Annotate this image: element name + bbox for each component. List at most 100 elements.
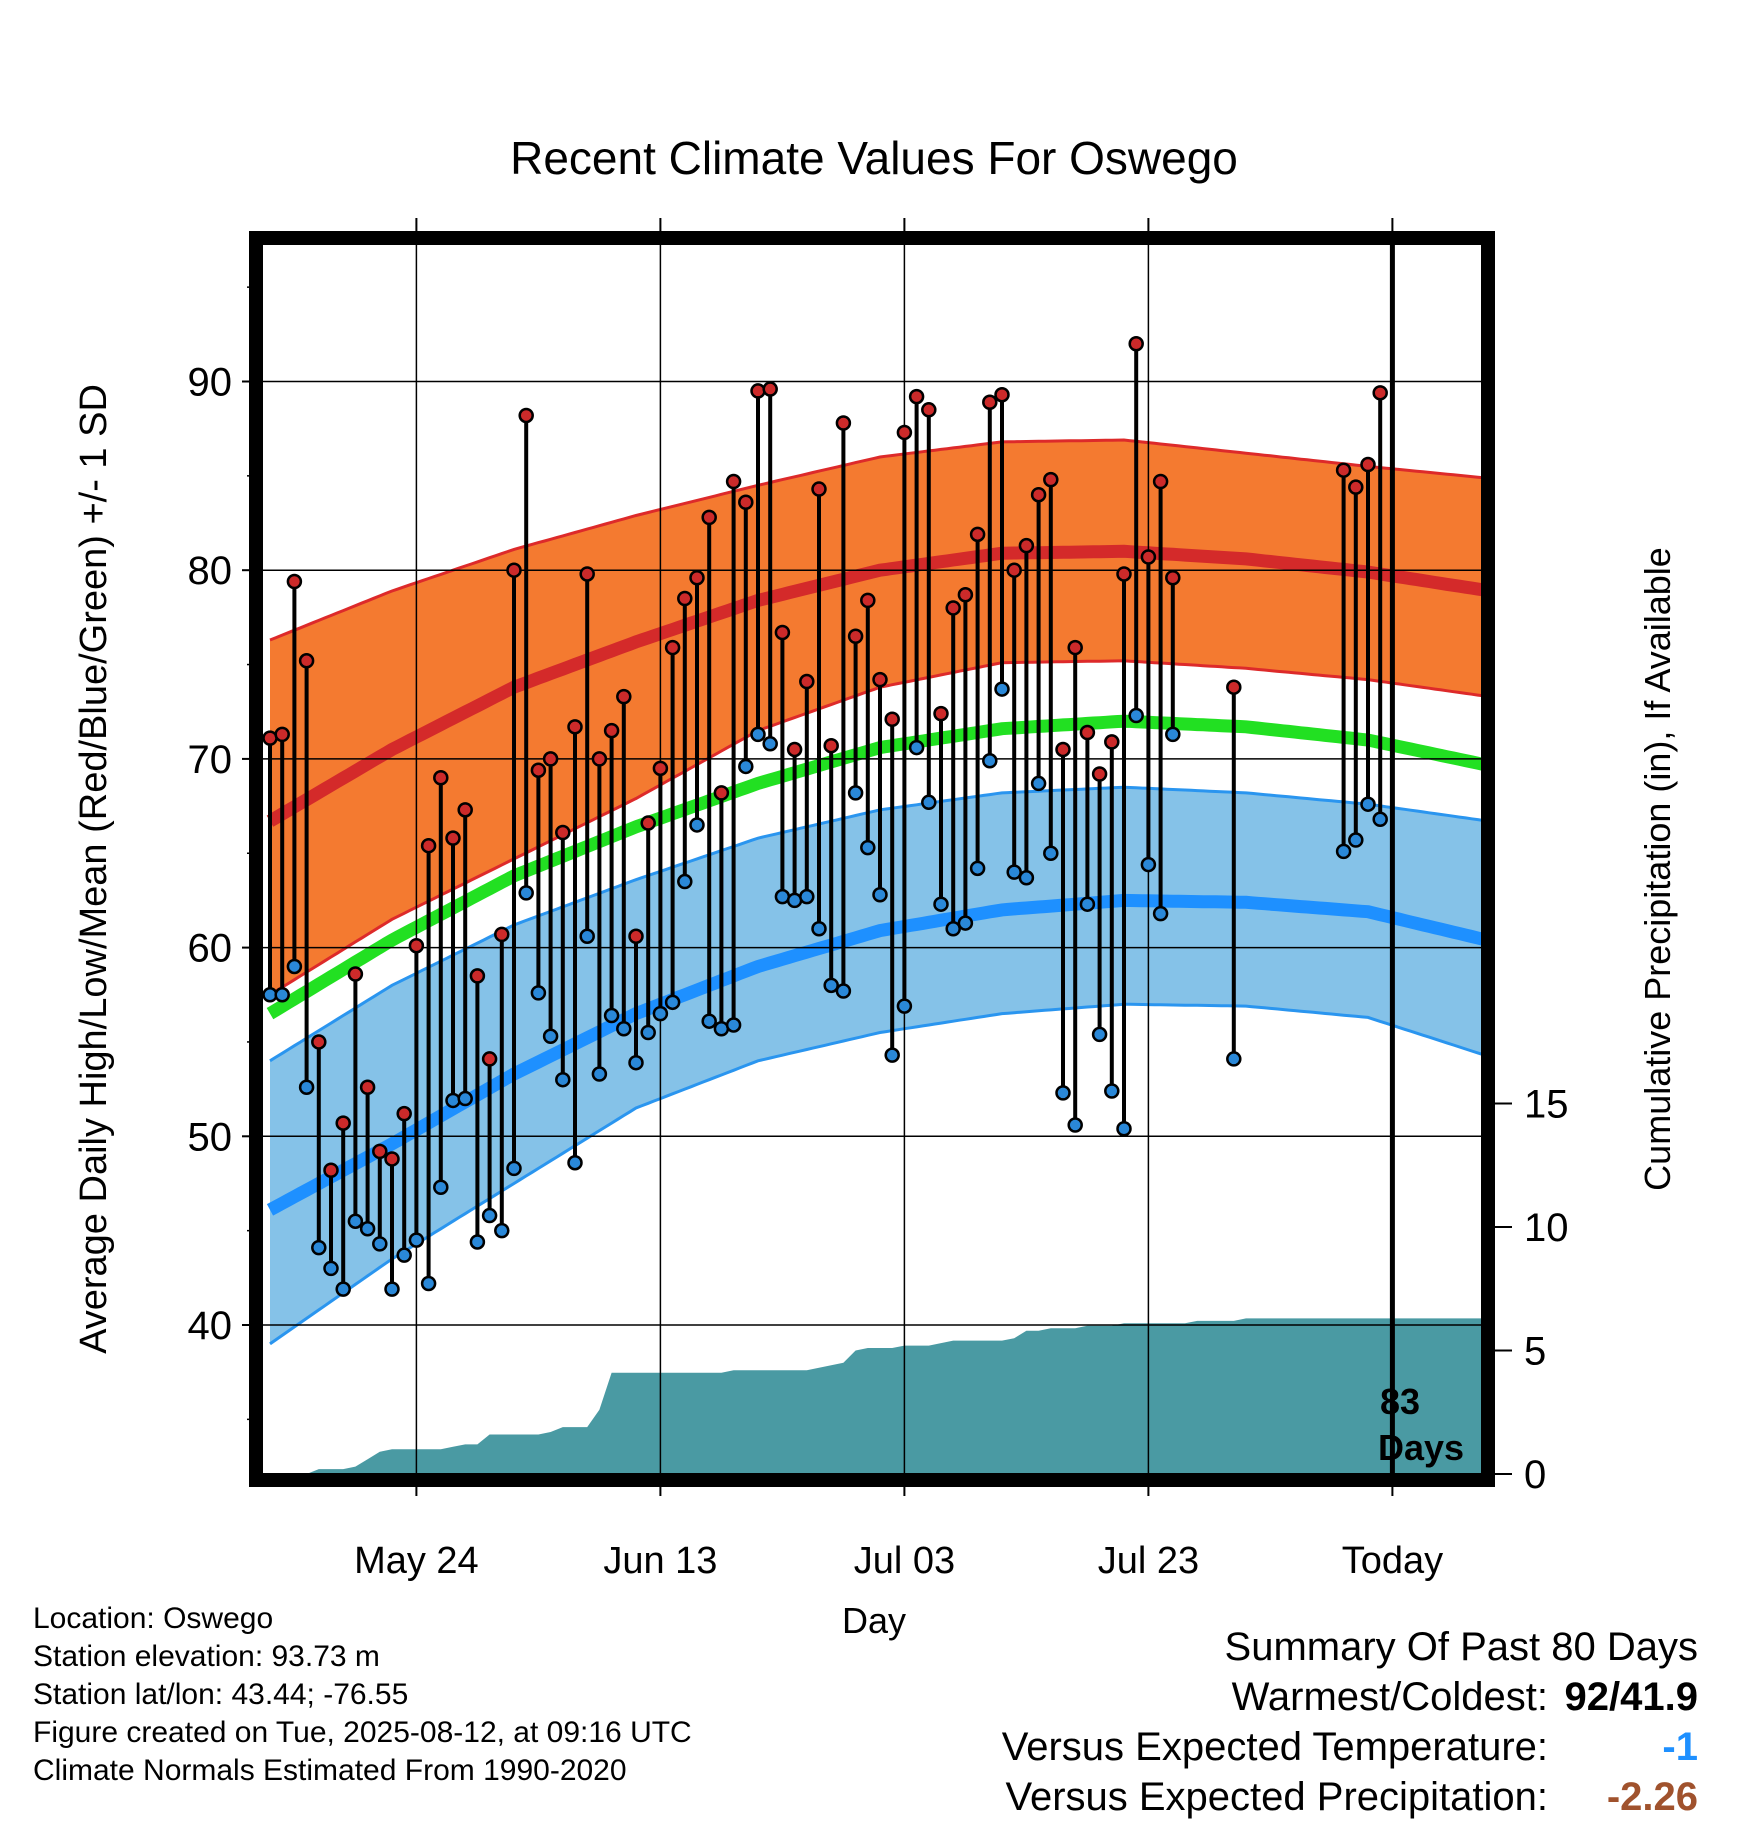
low-temp-point: [835, 983, 852, 999]
high-temp-point: [335, 1115, 351, 1131]
low-temp-point: [1079, 896, 1096, 912]
high-temp-point: [896, 424, 913, 441]
low-temp-point: [408, 1232, 425, 1248]
low-temp-point: [1030, 775, 1047, 792]
low-temp-point: [799, 888, 815, 905]
high-normal-line: [266, 544, 1482, 827]
high-temp-point: [457, 802, 473, 818]
low-temp-point: [481, 1207, 498, 1224]
high-temp-point: [408, 937, 425, 954]
high-temp-point: [347, 966, 364, 982]
high-temp-point: [786, 741, 803, 758]
low-temp-point: [372, 1236, 388, 1252]
low-temp-point: [945, 920, 961, 937]
high-temp-point: [713, 785, 730, 801]
low-temp-point: [579, 928, 595, 945]
y-tick-label-left: 80: [188, 549, 233, 593]
high-temp-point: [567, 719, 583, 735]
mean-normal-line: [266, 714, 1482, 1020]
high-temp-point: [1360, 456, 1376, 473]
warmest-label: Warmest/Coldest:: [1231, 1675, 1548, 1719]
high-temp-point: [750, 383, 766, 399]
low-temp-point: [921, 794, 937, 811]
low-temp-point: [872, 887, 888, 903]
high-temp-point: [1006, 562, 1022, 578]
plot-area: [262, 244, 1482, 1474]
high-temp-point: [433, 770, 449, 786]
low-temp-point: [1067, 1117, 1083, 1133]
precip-label: Versus Expected Precipitation:: [1005, 1775, 1548, 1819]
high-temp-point: [1372, 385, 1388, 401]
high-temp-point: [274, 726, 290, 743]
low-temp-point: [738, 758, 754, 775]
high-temp-point: [1140, 549, 1157, 565]
high-temp-point: [603, 722, 620, 739]
low-temp-point: [1140, 856, 1157, 873]
low-temp-point: [811, 920, 827, 937]
high-temp-point: [969, 526, 986, 543]
low-temp-point: [530, 985, 547, 1001]
low-temp-point: [994, 681, 1010, 697]
low-temp-point: [1360, 796, 1376, 812]
low-temp-point: [652, 1005, 669, 1022]
low-temp-point: [640, 1024, 656, 1041]
warmest-value: 92/41.9: [1564, 1675, 1698, 1719]
high-temp-point: [945, 600, 961, 616]
high-temp-point: [774, 624, 791, 641]
high-temp-point: [542, 751, 559, 767]
normals-text: Climate Normals Estimated From 1990-2020: [33, 1754, 627, 1787]
low-temp-point: [908, 739, 925, 756]
low-temp-point: [1055, 1085, 1071, 1101]
high-temp-point: [1104, 734, 1120, 750]
low-temp-point: [750, 726, 766, 743]
temp-value: -1: [1662, 1725, 1698, 1769]
high-temp-point: [420, 837, 437, 854]
low-temp-point: [1372, 811, 1388, 828]
low-temp-point: [542, 1028, 559, 1045]
y-tick-label-left: 70: [188, 738, 233, 782]
low-temp-point: [359, 1221, 376, 1237]
high-temp-point: [835, 415, 852, 431]
high-temp-point: [591, 751, 608, 767]
high-temp-point: [469, 968, 486, 984]
low-temp-point: [396, 1247, 412, 1263]
y-tick-label-left: 90: [188, 361, 233, 405]
low-temp-point: [603, 1007, 620, 1024]
low-temp-point: [1226, 1051, 1242, 1067]
high-temp-point: [286, 573, 303, 590]
summary-heading-text: Summary Of Past 80 Days: [1224, 1625, 1698, 1669]
summary-panel: Summary Of Past 80 Days Warmest/Coldest:…: [798, 1622, 1698, 1822]
summary-precip-row: Versus Expected Precipitation: -2.26: [798, 1772, 1698, 1822]
y-axis-label-right: Cumulative Precipitation (in), If Availa…: [1637, 547, 1678, 1191]
high-temp-point: [677, 590, 693, 607]
low-temp-point: [298, 1079, 315, 1095]
high-temp-point: [1067, 639, 1083, 656]
low-temp-point: [518, 885, 534, 901]
low-temp-point: [506, 1160, 522, 1177]
high-temp-point: [1043, 471, 1059, 488]
high-temp-point: [1116, 566, 1132, 582]
low-temp-point: [323, 1260, 339, 1277]
high-temp-point: [1030, 486, 1047, 503]
low-temp-point: [384, 1281, 400, 1297]
low-temp-point: [982, 753, 998, 769]
high-temp-point: [994, 386, 1010, 403]
high-temp-point: [1128, 336, 1144, 352]
low-temp-point: [457, 1090, 473, 1107]
low-temp-point: [1348, 832, 1364, 848]
high-temp-point: [982, 394, 998, 411]
high-temp-point: [628, 928, 644, 945]
high-sd-band-upper-edge: [269, 438, 1482, 642]
y-tick-label-right: 5: [1524, 1330, 1546, 1374]
high-temp-point: [1091, 766, 1108, 782]
high-temp-point: [933, 705, 949, 722]
x-tick-label: Today: [1342, 1540, 1443, 1582]
location-text: Location: Oswego: [33, 1602, 274, 1635]
low-temp-point: [469, 1234, 486, 1250]
low-temp-point: [1116, 1121, 1132, 1137]
y-tick-label-left: 50: [188, 1115, 233, 1159]
low-temp-point: [274, 987, 290, 1003]
low-temp-point: [725, 1017, 742, 1033]
low-temp-point: [567, 1154, 583, 1171]
low-temp-point: [762, 736, 778, 752]
